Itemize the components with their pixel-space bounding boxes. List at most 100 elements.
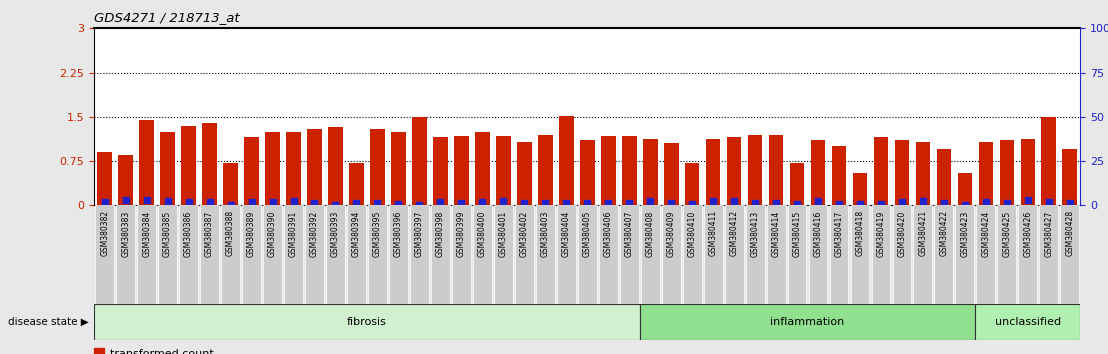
FancyBboxPatch shape bbox=[179, 205, 198, 304]
FancyBboxPatch shape bbox=[284, 205, 302, 304]
Text: GSM380382: GSM380382 bbox=[100, 210, 110, 256]
Bar bbox=[244, 137, 259, 205]
Bar bbox=[98, 152, 112, 205]
Text: GSM380412: GSM380412 bbox=[729, 210, 739, 256]
Bar bbox=[349, 163, 363, 205]
Text: GSM380401: GSM380401 bbox=[499, 210, 507, 257]
FancyBboxPatch shape bbox=[746, 205, 765, 304]
Text: GSM380421: GSM380421 bbox=[919, 210, 927, 256]
Bar bbox=[1020, 139, 1035, 205]
FancyBboxPatch shape bbox=[410, 205, 429, 304]
Text: GSM380395: GSM380395 bbox=[373, 210, 382, 257]
Bar bbox=[936, 149, 952, 205]
FancyBboxPatch shape bbox=[683, 205, 701, 304]
Text: inflammation: inflammation bbox=[770, 317, 844, 327]
Text: GSM380392: GSM380392 bbox=[310, 210, 319, 257]
FancyBboxPatch shape bbox=[975, 304, 1080, 340]
Bar bbox=[832, 146, 847, 205]
FancyBboxPatch shape bbox=[809, 205, 828, 304]
Text: GSM380416: GSM380416 bbox=[813, 210, 822, 257]
FancyBboxPatch shape bbox=[872, 205, 891, 304]
Bar bbox=[601, 136, 616, 205]
FancyBboxPatch shape bbox=[137, 205, 156, 304]
Bar bbox=[223, 163, 238, 205]
Text: GSM380420: GSM380420 bbox=[897, 210, 906, 257]
Bar bbox=[1063, 149, 1077, 205]
Text: GSM380389: GSM380389 bbox=[247, 210, 256, 257]
Text: GSM380406: GSM380406 bbox=[604, 210, 613, 257]
FancyBboxPatch shape bbox=[725, 205, 743, 304]
Text: GSM380422: GSM380422 bbox=[940, 210, 948, 256]
FancyBboxPatch shape bbox=[913, 205, 932, 304]
FancyBboxPatch shape bbox=[893, 205, 912, 304]
Bar bbox=[517, 142, 532, 205]
Bar bbox=[1042, 117, 1056, 205]
FancyBboxPatch shape bbox=[788, 205, 807, 304]
Bar bbox=[558, 116, 574, 205]
Text: GSM380425: GSM380425 bbox=[1003, 210, 1012, 257]
Bar bbox=[579, 141, 595, 205]
FancyBboxPatch shape bbox=[851, 205, 870, 304]
Bar bbox=[203, 123, 217, 205]
FancyBboxPatch shape bbox=[536, 205, 555, 304]
FancyBboxPatch shape bbox=[431, 205, 450, 304]
FancyBboxPatch shape bbox=[347, 205, 366, 304]
Text: GSM380404: GSM380404 bbox=[562, 210, 571, 257]
Text: GSM380413: GSM380413 bbox=[750, 210, 760, 257]
Bar bbox=[643, 139, 657, 205]
Bar bbox=[475, 132, 490, 205]
Bar bbox=[433, 137, 448, 205]
Bar bbox=[119, 155, 133, 205]
Bar bbox=[727, 137, 741, 205]
FancyBboxPatch shape bbox=[997, 205, 1016, 304]
Text: GSM380428: GSM380428 bbox=[1065, 210, 1075, 256]
Text: GSM380424: GSM380424 bbox=[982, 210, 991, 257]
Text: GSM380418: GSM380418 bbox=[855, 210, 864, 256]
Bar bbox=[664, 143, 678, 205]
Text: GSM380408: GSM380408 bbox=[646, 210, 655, 257]
FancyBboxPatch shape bbox=[704, 205, 722, 304]
Bar bbox=[748, 135, 762, 205]
Bar bbox=[790, 163, 804, 205]
Bar bbox=[873, 137, 889, 205]
FancyBboxPatch shape bbox=[639, 304, 975, 340]
Text: GSM380386: GSM380386 bbox=[184, 210, 193, 257]
Text: GSM380410: GSM380410 bbox=[688, 210, 697, 257]
FancyBboxPatch shape bbox=[661, 205, 680, 304]
FancyBboxPatch shape bbox=[767, 205, 786, 304]
Text: GSM380398: GSM380398 bbox=[435, 210, 445, 257]
Text: GSM380387: GSM380387 bbox=[205, 210, 214, 257]
Bar bbox=[894, 141, 910, 205]
FancyBboxPatch shape bbox=[389, 205, 408, 304]
Text: fibrosis: fibrosis bbox=[347, 317, 387, 327]
Bar bbox=[161, 132, 175, 205]
FancyBboxPatch shape bbox=[515, 205, 534, 304]
Text: GSM380403: GSM380403 bbox=[541, 210, 550, 257]
Bar bbox=[769, 135, 783, 205]
Bar bbox=[412, 117, 427, 205]
FancyBboxPatch shape bbox=[368, 205, 387, 304]
Text: GSM380402: GSM380402 bbox=[520, 210, 529, 257]
Text: GSM380384: GSM380384 bbox=[142, 210, 151, 257]
FancyBboxPatch shape bbox=[1018, 205, 1037, 304]
Bar bbox=[94, 348, 104, 354]
Text: GSM380419: GSM380419 bbox=[876, 210, 885, 257]
Bar bbox=[811, 141, 825, 205]
Text: GSM380396: GSM380396 bbox=[394, 210, 403, 257]
FancyBboxPatch shape bbox=[201, 205, 219, 304]
FancyBboxPatch shape bbox=[116, 205, 135, 304]
Text: GSM380390: GSM380390 bbox=[268, 210, 277, 257]
Text: GSM380407: GSM380407 bbox=[625, 210, 634, 257]
Text: GSM380385: GSM380385 bbox=[163, 210, 172, 257]
Text: GSM380426: GSM380426 bbox=[1024, 210, 1033, 257]
Text: GSM380399: GSM380399 bbox=[456, 210, 465, 257]
Text: GSM380423: GSM380423 bbox=[961, 210, 970, 257]
FancyBboxPatch shape bbox=[1039, 205, 1058, 304]
FancyBboxPatch shape bbox=[976, 205, 995, 304]
FancyBboxPatch shape bbox=[263, 205, 281, 304]
Text: GSM380411: GSM380411 bbox=[709, 210, 718, 256]
Bar bbox=[622, 136, 636, 205]
Text: GSM380400: GSM380400 bbox=[478, 210, 486, 257]
Text: disease state ▶: disease state ▶ bbox=[8, 317, 89, 327]
Text: GSM380414: GSM380414 bbox=[771, 210, 780, 257]
